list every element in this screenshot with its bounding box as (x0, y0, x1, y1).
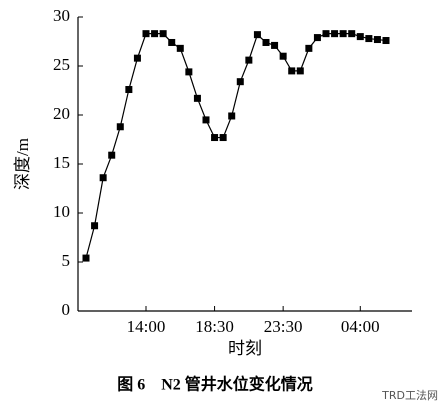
x-axis-label: 时刻 (228, 339, 262, 358)
marker (82, 254, 90, 262)
marker (313, 34, 321, 42)
marker (91, 222, 99, 230)
marker (168, 38, 176, 46)
marker (193, 94, 201, 102)
y-tick-label: 25 (53, 55, 70, 74)
marker (331, 30, 339, 38)
marker (339, 30, 347, 38)
x-tick-label: 18:30 (195, 317, 234, 336)
y-tick-label: 20 (53, 104, 70, 123)
marker (99, 174, 107, 182)
x-tick-label: 04:00 (341, 317, 380, 336)
y-axis-label: 深度/m (13, 138, 32, 190)
marker (211, 134, 219, 142)
x-tick-label: 14:00 (127, 317, 166, 336)
y-tick-label: 5 (62, 251, 71, 270)
y-tick-label: 30 (53, 6, 70, 25)
caption: 图 6 N2 管井水位变化情况 (117, 375, 313, 394)
y-tick-label: 10 (53, 202, 70, 221)
marker (271, 41, 279, 49)
marker (365, 35, 373, 43)
marker (305, 44, 313, 52)
marker (348, 30, 356, 38)
marker (219, 134, 227, 142)
x-tick-label: 23:30 (264, 317, 303, 336)
marker (228, 112, 236, 120)
marker (236, 78, 244, 86)
marker (356, 33, 364, 41)
marker (108, 151, 116, 159)
marker (142, 30, 150, 38)
marker (382, 37, 390, 45)
marker (245, 56, 253, 64)
marker (125, 86, 133, 94)
marker (202, 116, 210, 124)
watermark: TRD工法网 (381, 388, 438, 402)
marker (288, 67, 296, 75)
marker (185, 68, 193, 76)
data-line (85, 33, 387, 259)
marker (373, 36, 381, 44)
marker (262, 38, 270, 46)
marker (159, 30, 167, 38)
marker (176, 44, 184, 52)
marker (253, 31, 261, 39)
marker (279, 52, 287, 60)
y-tick-label: 0 (62, 300, 71, 319)
marker (133, 54, 141, 62)
marker (151, 30, 159, 38)
marker (296, 67, 304, 75)
y-tick-label: 15 (53, 153, 70, 172)
marker (322, 30, 330, 38)
marker (116, 123, 124, 131)
